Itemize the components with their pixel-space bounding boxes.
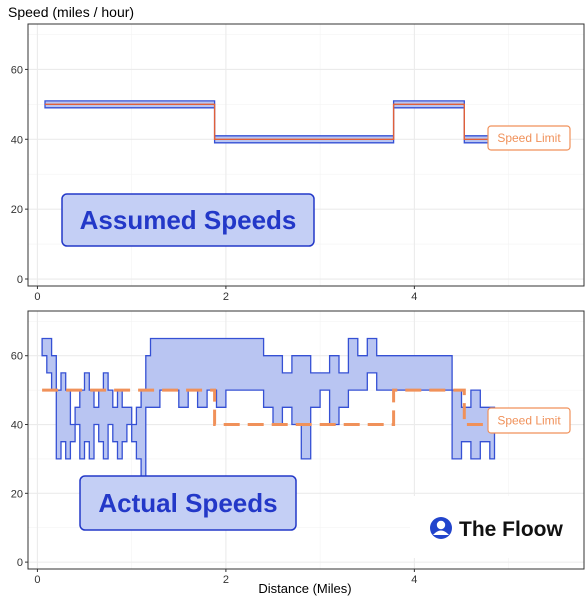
x-tick-label: 4 [411,574,417,586]
chart-title: Speed (miles / hour) [8,4,134,20]
top-x-ticks: 0 2 4 [34,286,417,303]
bottom-y-ticks: 0 20 40 60 [11,351,28,569]
top-panel-border [27,23,585,287]
x-tick-label: 0 [34,574,40,586]
bottom-speed-band [41,337,496,477]
y-tick-label: 60 [11,351,23,363]
top-speed-limit-box [487,125,571,151]
x-tick-label: 0 [34,291,40,303]
top-y-ticks: 0 20 40 60 [11,64,28,286]
assumed-speeds-label: Assumed Speeds [80,205,297,235]
actual-speeds-box [79,475,297,531]
bottom-panel-border [27,310,585,570]
speed-limit-line [42,388,495,426]
speed-band-area [41,337,496,477]
y-tick-label: 40 [11,420,23,432]
y-tick-label: 20 [11,488,23,500]
logo-body [433,530,449,535]
top-speed-limit-label: Speed Limit [497,131,561,145]
y-tick-label: 20 [11,204,23,216]
y-tick-label: 40 [11,134,23,146]
x-tick-label: 2 [223,291,229,303]
actual-speeds-panel: 0 20 40 60 0 2 4 Actual Speeds Speed Limit Th… [11,310,588,586]
bottom-x-ticks: 0 2 4 [34,569,417,586]
assumed-speeds-box [61,193,315,247]
bottom-speed-limit-box [487,407,571,434]
floow-logo-icon [430,517,452,539]
y-tick-label: 60 [11,64,23,76]
x-tick-label: 2 [223,574,229,586]
assumed-speeds-panel: 0 20 40 60 0 2 4 Assumed Speeds Speed Limit [11,23,585,303]
logo-head [436,520,446,530]
x-tick-label: 4 [411,291,417,303]
actual-speeds-label: Actual Speeds [98,488,277,518]
top-labels: Assumed Speeds Speed Limit [61,125,571,247]
y-tick-label: 0 [17,274,23,286]
speed-limit-line [45,103,495,140]
brand-name: The Floow [459,518,563,541]
y-tick-label: 0 [17,557,23,569]
bottom-speed-limit-label: Speed Limit [497,414,561,428]
x-axis-label: Distance (Miles) [258,581,351,596]
brand-logo: The Floow [410,496,588,558]
bottom-labels: Actual Speeds Speed Limit [79,407,571,531]
